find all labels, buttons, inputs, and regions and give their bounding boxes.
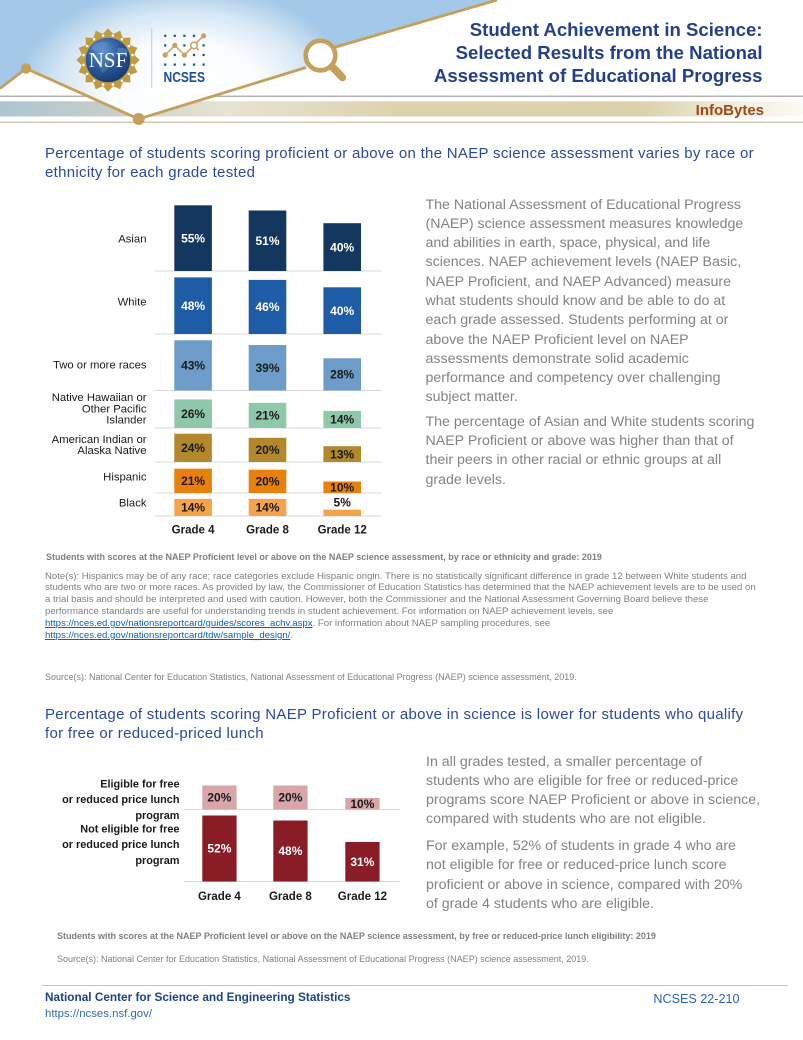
svg-text:Asian: Asian [118, 234, 146, 246]
svg-text:or reduced price lunch: or reduced price lunch [62, 839, 179, 851]
svg-text:10%: 10% [330, 480, 354, 494]
svg-text:5%: 5% [334, 496, 352, 510]
svg-text:Grade 8: Grade 8 [246, 525, 289, 537]
svg-text:Grade 8: Grade 8 [269, 891, 312, 903]
svg-text:55%: 55% [181, 231, 205, 245]
svg-text:Grade 12: Grade 12 [318, 525, 367, 537]
svg-text:Eligible for free: Eligible for free [100, 778, 179, 790]
svg-text:52%: 52% [207, 842, 231, 856]
svg-text:Two or more races: Two or more races [53, 359, 147, 371]
svg-text:48%: 48% [181, 299, 205, 313]
svg-text:Black: Black [119, 498, 147, 510]
svg-text:program: program [135, 810, 179, 822]
svg-text:24%: 24% [181, 441, 205, 455]
svg-text:40%: 40% [330, 240, 354, 254]
svg-text:48%: 48% [278, 844, 302, 858]
svg-text:20%: 20% [255, 443, 279, 457]
svg-text:NCSES: NCSES [164, 70, 206, 86]
svg-text:14%: 14% [181, 501, 205, 515]
svg-text:14%: 14% [330, 413, 354, 427]
svg-text:White: White [118, 297, 147, 309]
svg-text:21%: 21% [181, 474, 205, 488]
svg-text:Alaska Native: Alaska Native [77, 445, 146, 457]
svg-text:20%: 20% [278, 791, 302, 805]
svg-text:14%: 14% [255, 501, 279, 515]
svg-text:31%: 31% [350, 855, 374, 869]
svg-text:13%: 13% [330, 447, 354, 461]
svg-text:Islander: Islander [106, 415, 146, 427]
svg-text:43%: 43% [181, 359, 205, 373]
svg-text:20%: 20% [255, 475, 279, 489]
svg-text:46%: 46% [255, 300, 279, 314]
svg-text:NSF: NSF [89, 48, 128, 72]
svg-text:Not eligible for free: Not eligible for free [80, 823, 179, 835]
svg-text:40%: 40% [330, 304, 354, 318]
svg-text:or reduced price lunch: or reduced price lunch [62, 794, 179, 806]
svg-text:Other Pacific: Other Pacific [82, 403, 147, 415]
svg-text:Grade 12: Grade 12 [338, 891, 387, 903]
svg-text:39%: 39% [255, 361, 279, 375]
svg-text:Grade 4: Grade 4 [198, 891, 241, 903]
svg-text:Grade 4: Grade 4 [172, 525, 215, 537]
svg-text:10%: 10% [350, 797, 374, 811]
svg-text:program: program [135, 855, 179, 867]
svg-text:21%: 21% [255, 409, 279, 423]
svg-text:28%: 28% [330, 368, 354, 382]
svg-text:26%: 26% [181, 407, 205, 421]
svg-text:51%: 51% [255, 234, 279, 248]
svg-text:Hispanic: Hispanic [103, 471, 147, 483]
svg-text:Native Hawaiian or: Native Hawaiian or [52, 392, 147, 404]
svg-text:American Indian or: American Indian or [52, 434, 147, 446]
svg-text:20%: 20% [207, 791, 231, 805]
